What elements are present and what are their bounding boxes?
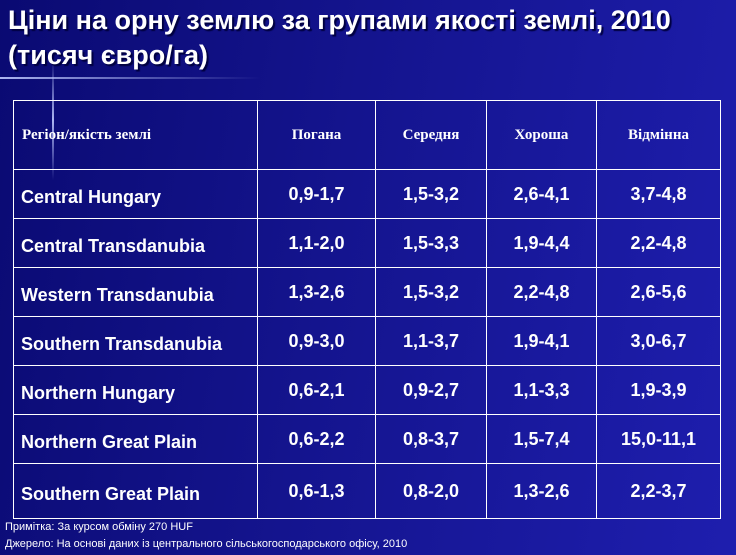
- region-cell: Northern Hungary: [13, 365, 258, 415]
- region-cell: Central Hungary: [13, 169, 258, 219]
- price-excellent-cell: 2,6-5,6: [596, 267, 721, 317]
- price-good-cell: 2,2-4,8: [486, 267, 597, 317]
- price-poor-cell: 1,1-2,0: [257, 218, 376, 268]
- price-medium-cell: 1,5-3,2: [375, 169, 487, 219]
- table-row: Central Transdanubia 1,1-2,0 1,5-3,3 1,9…: [13, 218, 721, 268]
- header-medium: Середня: [375, 100, 487, 170]
- price-poor-cell: 1,3-2,6: [257, 267, 376, 317]
- price-good-cell: 1,3-2,6: [486, 463, 597, 519]
- region-cell: Western Transdanubia: [13, 267, 258, 317]
- table-row: Central Hungary 0,9-1,7 1,5-3,2 2,6-4,1 …: [13, 169, 721, 219]
- slide-title: Ціни на орну землю за групами якості зем…: [8, 5, 671, 70]
- region-cell: Southern Great Plain: [13, 463, 258, 519]
- price-medium-cell: 0,9-2,7: [375, 365, 487, 415]
- price-medium-cell: 0,8-2,0: [375, 463, 487, 519]
- price-poor-cell: 0,9-3,0: [257, 316, 376, 366]
- price-good-cell: 1,1-3,3: [486, 365, 597, 415]
- table-row: Southern Great Plain 0,6-1,3 0,8-2,0 1,3…: [13, 463, 721, 519]
- price-medium-cell: 0,8-3,7: [375, 414, 487, 464]
- table-row: Northern Great Plain 0,6-2,2 0,8-3,7 1,5…: [13, 414, 721, 464]
- price-excellent-cell: 15,0-11,1: [596, 414, 721, 464]
- header-poor: Погана: [257, 100, 376, 170]
- header-good: Хороша: [486, 100, 597, 170]
- price-poor-cell: 0,6-2,2: [257, 414, 376, 464]
- price-medium-cell: 1,5-3,3: [375, 218, 487, 268]
- price-excellent-cell: 3,7-4,8: [596, 169, 721, 219]
- exchange-rate-note: Примітка: За курсом обміну 270 HUF: [5, 521, 193, 533]
- price-good-cell: 1,5-7,4: [486, 414, 597, 464]
- header-excellent: Відмінна: [596, 100, 721, 170]
- source-note: Джерело: На основі даних із центрального…: [5, 538, 408, 550]
- table-header-row: Регіон/якість землі Погана Середня Хорош…: [13, 100, 721, 170]
- region-cell: Northern Great Plain: [13, 414, 258, 464]
- price-poor-cell: 0,6-2,1: [257, 365, 376, 415]
- price-excellent-cell: 2,2-3,7: [596, 463, 721, 519]
- header-region: Регіон/якість землі: [13, 100, 258, 170]
- price-good-cell: 1,9-4,4: [486, 218, 597, 268]
- table-row: Northern Hungary 0,6-2,1 0,9-2,7 1,1-3,3…: [13, 365, 721, 415]
- price-excellent-cell: 2,2-4,8: [596, 218, 721, 268]
- region-cell: Southern Transdanubia: [13, 316, 258, 366]
- price-medium-cell: 1,1-3,7: [375, 316, 487, 366]
- price-excellent-cell: 3,0-6,7: [596, 316, 721, 366]
- price-poor-cell: 0,6-1,3: [257, 463, 376, 519]
- table-row: Western Transdanubia 1,3-2,6 1,5-3,2 2,2…: [13, 267, 721, 317]
- region-cell: Central Transdanubia: [13, 218, 258, 268]
- price-good-cell: 2,6-4,1: [486, 169, 597, 219]
- land-price-table: Регіон/якість землі Погана Середня Хорош…: [13, 100, 721, 519]
- table-row: Southern Transdanubia 0,9-3,0 1,1-3,7 1,…: [13, 316, 721, 366]
- price-medium-cell: 1,5-3,2: [375, 267, 487, 317]
- price-good-cell: 1,9-4,1: [486, 316, 597, 366]
- decorative-light-horizontal: [0, 77, 260, 79]
- price-excellent-cell: 1,9-3,9: [596, 365, 721, 415]
- price-poor-cell: 0,9-1,7: [257, 169, 376, 219]
